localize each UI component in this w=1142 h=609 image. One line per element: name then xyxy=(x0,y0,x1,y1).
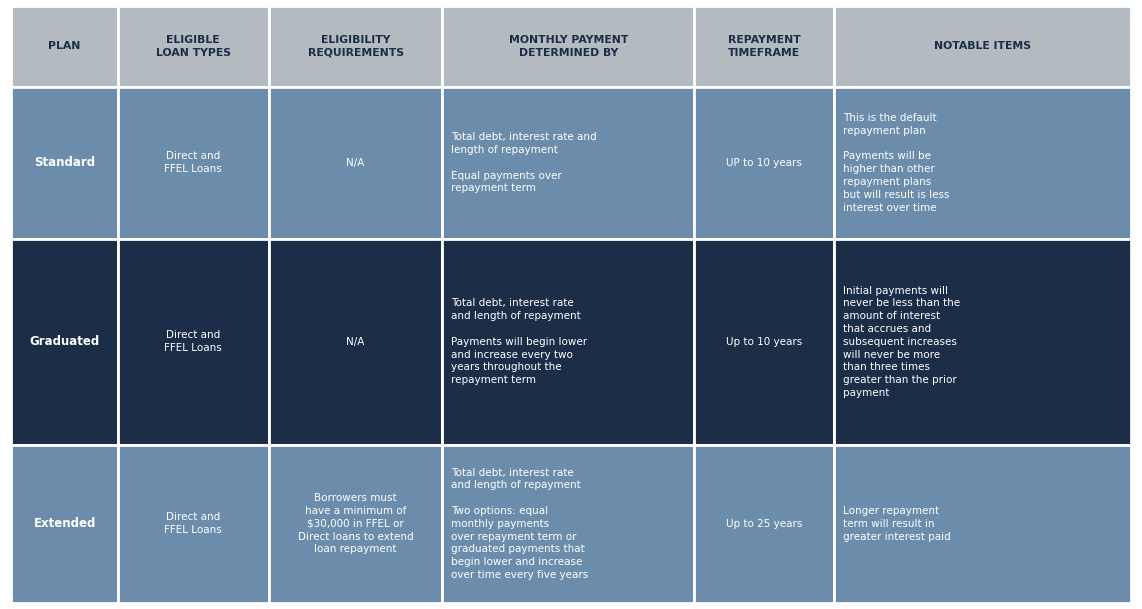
Text: Total debt, interest rate
and length of repayment

Two options: equal
monthly pa: Total debt, interest rate and length of … xyxy=(451,468,588,580)
Bar xyxy=(442,6,694,86)
Text: Longer repayment
term will result in
greater interest paid: Longer repayment term will result in gre… xyxy=(843,506,950,541)
Text: Initial payments will
never be less than the
amount of interest
that accrues and: Initial payments will never be less than… xyxy=(843,286,960,398)
Bar xyxy=(268,86,442,239)
Bar xyxy=(834,6,1131,86)
Bar xyxy=(694,86,834,239)
Bar xyxy=(694,239,834,445)
Bar xyxy=(11,239,118,445)
Bar xyxy=(11,445,118,603)
Text: Total debt, interest rate
and length of repayment

Payments will begin lower
and: Total debt, interest rate and length of … xyxy=(451,298,587,385)
Bar xyxy=(268,445,442,603)
Text: NOTABLE ITEMS: NOTABLE ITEMS xyxy=(934,41,1031,51)
Text: MONTHLY PAYMENT
DETERMINED BY: MONTHLY PAYMENT DETERMINED BY xyxy=(508,35,628,58)
Text: Total debt, interest rate and
length of repayment

Equal payments over
repayment: Total debt, interest rate and length of … xyxy=(451,132,597,193)
Text: Borrowers must
have a minimum of
$30,000 in FFEL or
Direct loans to extend
loan : Borrowers must have a minimum of $30,000… xyxy=(298,493,413,554)
Bar xyxy=(834,239,1131,445)
Text: UP to 10 years: UP to 10 years xyxy=(726,158,802,167)
Text: Up to 10 years: Up to 10 years xyxy=(726,337,802,347)
Text: Standard: Standard xyxy=(34,157,95,169)
Bar xyxy=(118,239,268,445)
Text: Direct and
FFEL Loans: Direct and FFEL Loans xyxy=(164,152,223,174)
Bar xyxy=(268,6,442,86)
Text: ELIGIBLE
LOAN TYPES: ELIGIBLE LOAN TYPES xyxy=(155,35,231,58)
Bar xyxy=(442,86,694,239)
Bar xyxy=(118,6,268,86)
Bar xyxy=(118,445,268,603)
Bar xyxy=(11,86,118,239)
Text: Direct and
FFEL Loans: Direct and FFEL Loans xyxy=(164,331,223,353)
Text: Direct and
FFEL Loans: Direct and FFEL Loans xyxy=(164,512,223,535)
Text: N/A: N/A xyxy=(346,158,364,167)
Bar xyxy=(11,6,118,86)
Bar xyxy=(442,445,694,603)
Bar xyxy=(694,445,834,603)
Text: Extended: Extended xyxy=(33,517,96,530)
Text: Up to 25 years: Up to 25 years xyxy=(726,519,802,529)
Bar xyxy=(442,239,694,445)
Text: PLAN: PLAN xyxy=(48,41,81,51)
Bar xyxy=(834,86,1131,239)
Text: This is the default
repayment plan

Payments will be
higher than other
repayment: This is the default repayment plan Payme… xyxy=(843,113,949,213)
Text: REPAYMENT
TIMEFRAME: REPAYMENT TIMEFRAME xyxy=(727,35,801,58)
Bar xyxy=(118,86,268,239)
Bar xyxy=(268,239,442,445)
Text: Graduated: Graduated xyxy=(30,336,99,348)
Bar xyxy=(834,445,1131,603)
Text: ELIGIBILITY
REQUIREMENTS: ELIGIBILITY REQUIREMENTS xyxy=(307,35,403,58)
Bar xyxy=(694,6,834,86)
Text: N/A: N/A xyxy=(346,337,364,347)
